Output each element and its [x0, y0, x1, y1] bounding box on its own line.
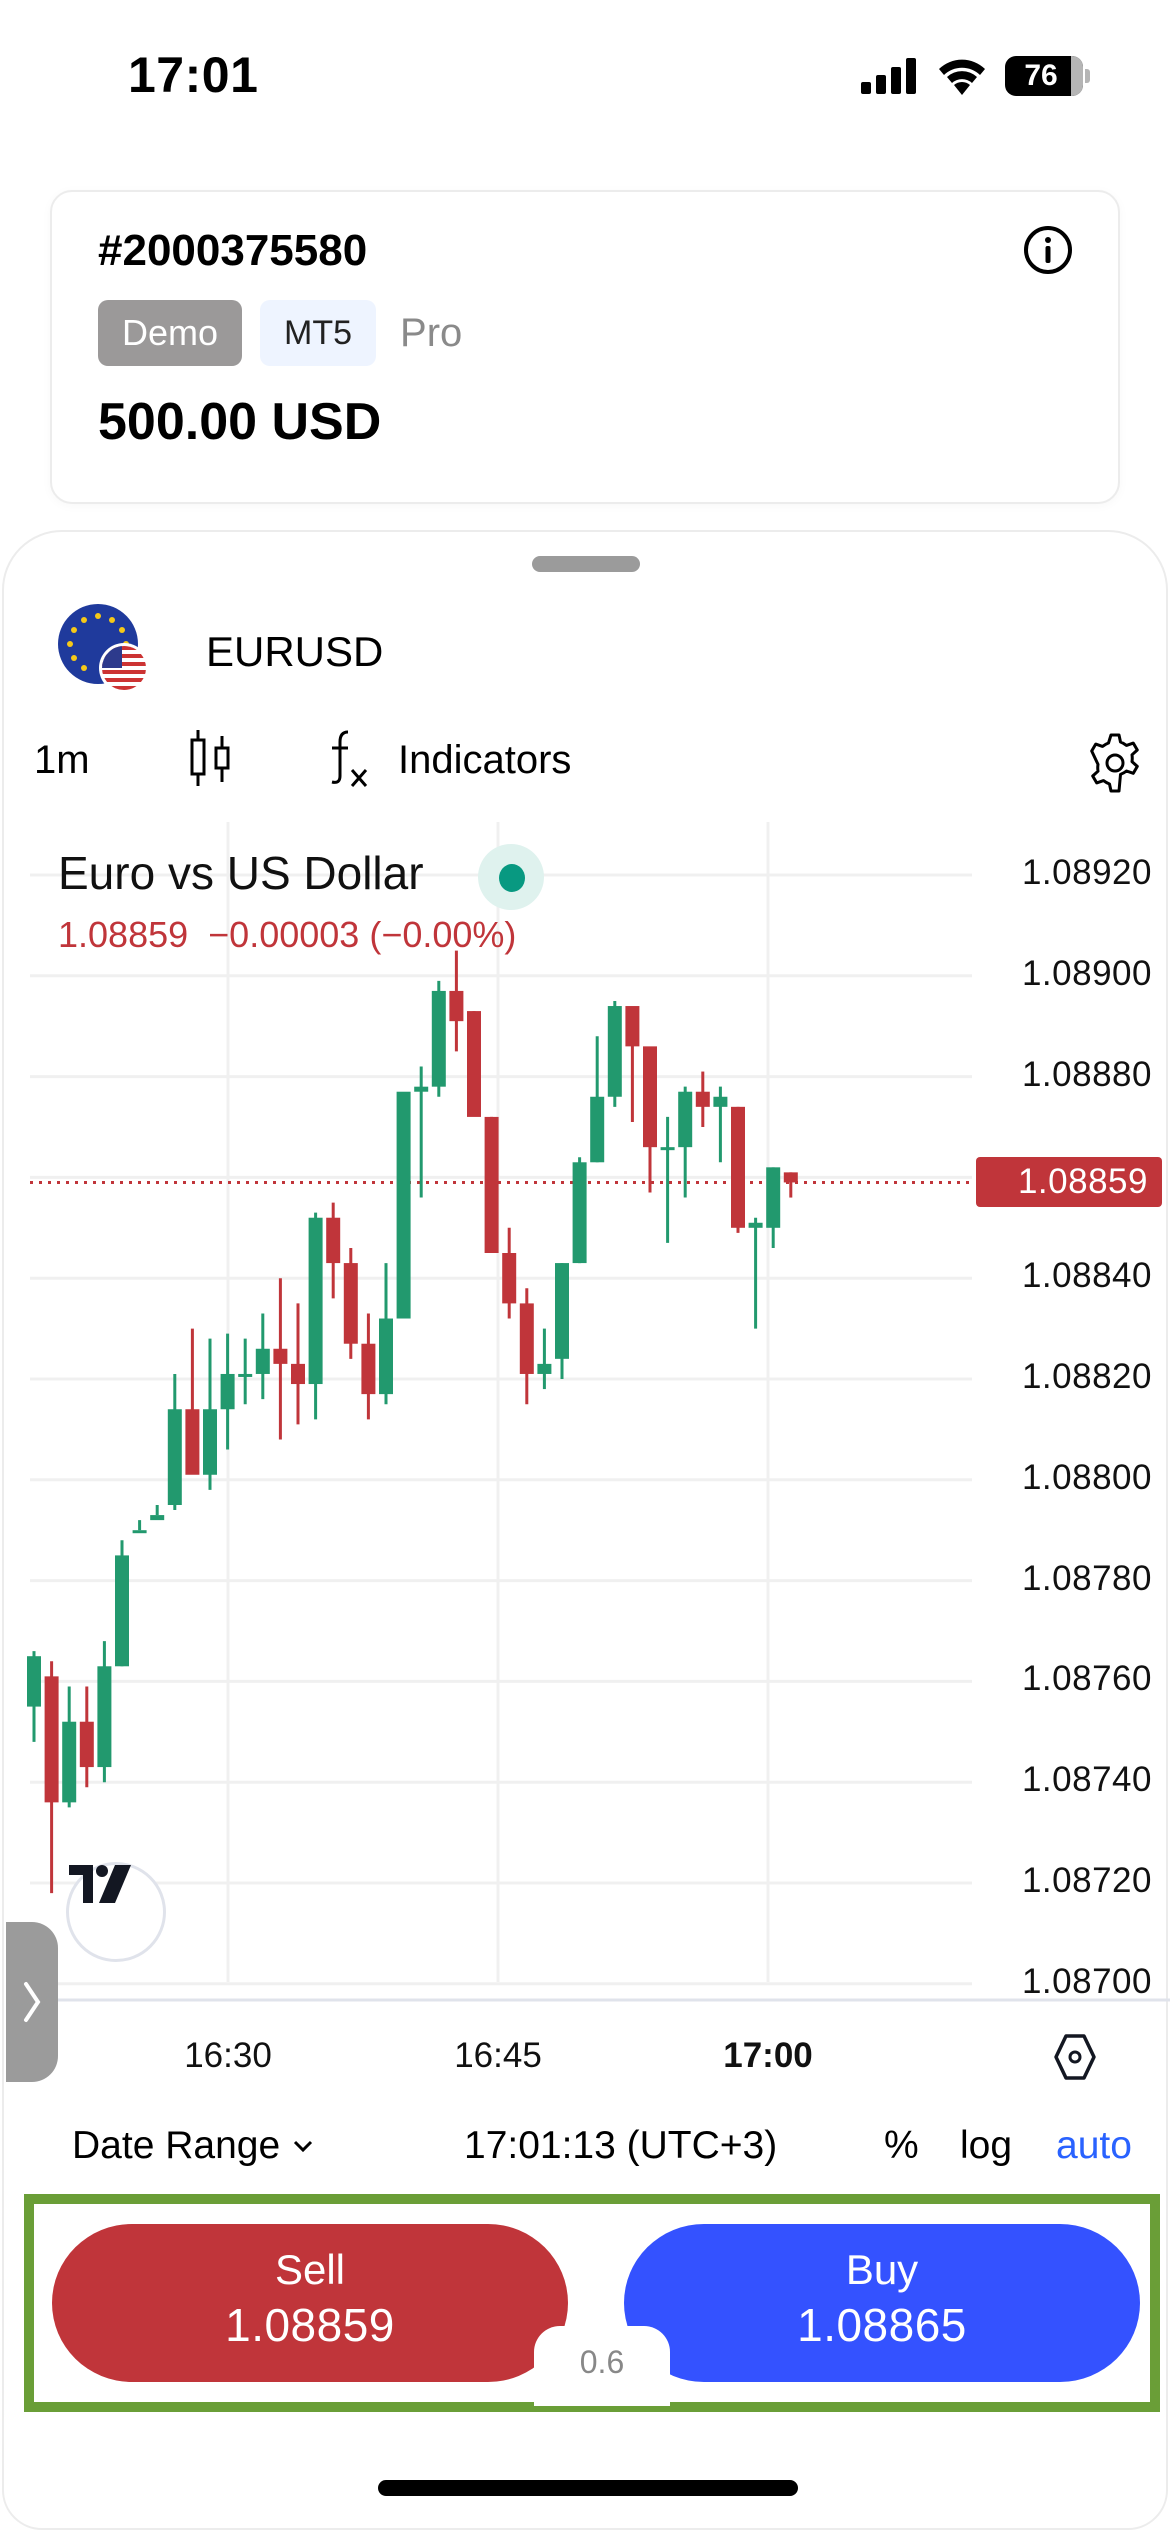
axis-settings-hexagon-icon[interactable]	[1052, 2032, 1098, 2082]
chevron-down-icon	[294, 2140, 313, 2153]
tradingview-logo-icon	[69, 1865, 131, 1903]
battery-tip	[1085, 69, 1090, 83]
auto-scale-toggle[interactable]: auto	[1056, 2124, 1132, 2167]
cellular-signal-icon	[861, 58, 916, 94]
price-axis-label: 1.08740	[1021, 1760, 1152, 1800]
price-axis-label: 1.08820	[1021, 1357, 1152, 1396]
indicators-fx-icon[interactable]	[326, 728, 374, 788]
chart-settings-gear-icon[interactable]	[1084, 732, 1146, 794]
sell-price: 1.08859	[225, 2299, 395, 2351]
chart-clock[interactable]: 17:01:13 (UTC+3)	[464, 2124, 778, 2167]
status-bar: 17:01 76	[0, 0, 1170, 150]
price-change: −0.00003	[208, 914, 360, 955]
price-axis-label: 1.08700	[1021, 1961, 1152, 2001]
sell-button[interactable]: Sell 1.08859	[52, 2224, 568, 2382]
price-axis-label: 1.08800	[1021, 1457, 1152, 1497]
last-price: 1.08859	[58, 914, 189, 955]
buy-button[interactable]: Buy 1.08865	[624, 2224, 1140, 2382]
indicators-button[interactable]: Indicators	[398, 738, 572, 782]
time-axis[interactable]: 16:30 16:45 17:00	[4, 2022, 1170, 2092]
buy-price: 1.08865	[797, 2299, 967, 2351]
date-range-dropdown[interactable]: Date Range	[72, 2124, 314, 2168]
platform-badge: MT5	[260, 300, 377, 366]
price-axis-label: 1.08780	[1021, 1558, 1152, 1598]
price-chart[interactable]: Euro vs US Dollar 1.08859 −0.00003 (−0.0…	[4, 822, 1170, 2022]
info-icon[interactable]	[1022, 224, 1074, 276]
price-axis-label: 1.08900	[1021, 953, 1152, 993]
price-axis-label: 1.08920	[1021, 853, 1152, 892]
chart-toolbar: 1m Indicators	[4, 718, 1170, 808]
battery-level: 76	[1024, 59, 1058, 92]
status-time: 17:01	[128, 47, 259, 103]
quote-line: 1.08859 −0.00003 (−0.00%)	[58, 914, 516, 956]
x-tick-1645: 16:45	[454, 2036, 542, 2075]
x-tick-1700: 17:00	[723, 2036, 813, 2075]
chevron-right-icon	[24, 1982, 41, 2022]
date-range-label: Date Range	[72, 2124, 281, 2167]
status-icons: 76	[861, 56, 1090, 96]
symbol-header[interactable]: EURUSD	[56, 602, 383, 702]
x-tick-1630: 16:30	[184, 2036, 272, 2075]
price-axis-label: 1.08760	[1021, 1659, 1152, 1699]
sell-label: Sell	[274, 2246, 346, 2293]
price-axis-label: 1.08880	[1021, 1054, 1152, 1094]
tradingview-logo[interactable]	[66, 1862, 166, 1962]
wifi-icon	[939, 59, 985, 95]
candle-type-icon[interactable]	[188, 728, 234, 788]
demo-badge: Demo	[98, 300, 243, 366]
price-axis-label: 1.08840	[1021, 1256, 1152, 1296]
trade-panel: Sell 1.08859 Buy 1.08865 0.6	[24, 2194, 1160, 2412]
timeframe-button[interactable]: 1m	[34, 738, 90, 782]
account-card[interactable]: #2000375580 Demo MT5 Pro 500.00 USD	[50, 190, 1120, 504]
sheet-grabber[interactable]	[532, 556, 640, 572]
candlestick-plot[interactable]	[4, 822, 1170, 2022]
buy-label: Buy	[845, 2246, 919, 2293]
market-open-indicator	[478, 844, 544, 910]
home-indicator[interactable]	[378, 2480, 798, 2496]
chart-bottom-bar: Date Range 17:01:13 (UTC+3) % log auto	[4, 2112, 1170, 2182]
price-axis-label: 1.08720	[1021, 1861, 1152, 1900]
percent-scale-toggle[interactable]: %	[884, 2124, 919, 2167]
account-badges: Demo MT5 Pro	[98, 300, 462, 366]
chart-title: Euro vs US Dollar	[58, 847, 424, 899]
battery-icon: 76	[1005, 56, 1083, 96]
log-scale-toggle[interactable]: log	[960, 2124, 1013, 2167]
account-balance: 500.00 USD	[98, 393, 382, 451]
spread-value: 0.6	[534, 2326, 670, 2406]
price-change-pct: (−0.00%)	[369, 914, 517, 955]
current-price-tag: 1.08859	[976, 1157, 1162, 1208]
side-panel-toggle[interactable]	[6, 1922, 58, 2082]
account-id: #2000375580	[98, 226, 368, 275]
eurusd-flag-icon	[58, 604, 148, 693]
tier-label: Pro	[400, 310, 463, 355]
symbol-name: EURUSD	[206, 628, 384, 675]
chart-sheet: EURUSD 1m Indicators Euro vs US Dollar 1…	[2, 530, 1170, 2530]
